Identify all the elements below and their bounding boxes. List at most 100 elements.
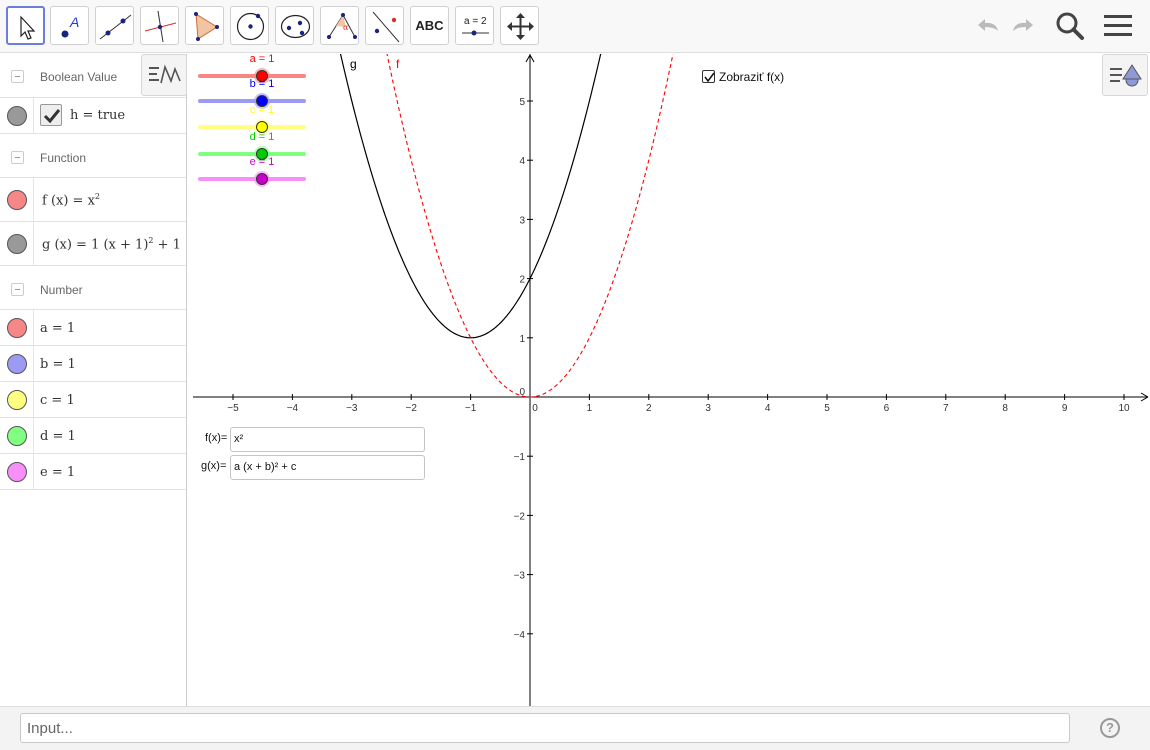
slider-label: c = 1 (250, 104, 274, 116)
group-header-boolean[interactable]: Boolean Value (0, 54, 186, 98)
algebra-style-bar-button[interactable] (141, 54, 187, 96)
point-tool[interactable]: A (50, 6, 89, 45)
g-input-box[interactable]: a (x + b)² + c (230, 455, 425, 480)
algebra-item-label: f (x) = x2 (42, 192, 101, 209)
slider-knob[interactable] (256, 148, 268, 160)
algebra-item-number[interactable]: b = 1 (0, 346, 186, 382)
checkbox-icon[interactable] (40, 104, 62, 126)
algebra-item-h[interactable]: h = true (0, 98, 186, 134)
algebra-item-label: c = 1 (40, 393, 75, 408)
svg-text:α: α (343, 23, 349, 32)
x-tick-label: 6 (884, 403, 890, 414)
slider-tool[interactable]: a = 2 (455, 6, 494, 45)
visibility-marble[interactable] (7, 390, 27, 410)
origin-label: 0 (519, 387, 525, 398)
x-tick-label: −1 (465, 403, 477, 414)
slider-d[interactable]: d = 1 (198, 131, 306, 162)
x-tick-label: −4 (287, 403, 299, 414)
help-icon[interactable]: ? (1100, 718, 1120, 738)
move-tool-icon (20, 15, 36, 40)
curve-g-label: g (350, 57, 357, 71)
y-tick-label: −2 (514, 511, 526, 522)
graphics-view[interactable]: −5 −4 −3 −2 −1 0 1 2 3 4 5 6 7 8 9 10 5 4 3 2 1 −1 −2 −3 −4 0 g f… (193, 54, 1150, 706)
slider-e[interactable]: e = 1 (198, 156, 306, 187)
move-graphics-view-tool-icon (507, 13, 534, 40)
collapse-icon[interactable] (11, 151, 24, 164)
show-f-checkbox[interactable]: Zobraziť f(x) (702, 70, 784, 84)
group-header-number[interactable]: Number (0, 266, 186, 310)
slider-c[interactable]: c = 1 (198, 104, 306, 135)
graphics-style-bar-button[interactable] (1102, 54, 1148, 96)
visibility-marble[interactable] (7, 318, 27, 338)
ellipse-tool-icon (280, 14, 311, 39)
visibility-marble[interactable] (7, 426, 27, 446)
y-tick-label: −1 (514, 452, 526, 463)
x-tick-label: 4 (765, 403, 771, 414)
slider-tool-label: a = 2 (464, 16, 487, 27)
input-field[interactable] (20, 713, 1070, 743)
y-tick-label: 4 (519, 156, 525, 167)
x-tick-label: 1 (587, 403, 593, 414)
axes: −5 −4 −3 −2 −1 0 1 2 3 4 5 6 7 8 9 10 5 4 3 2 1 −1 −2 −3 −4 0 (193, 54, 1149, 706)
marble-container (0, 382, 34, 417)
curve-g[interactable] (330, 54, 611, 339)
algebra-view: Boolean Value h = true Function f (x) = … (0, 54, 187, 706)
menu-icon[interactable] (1101, 9, 1135, 43)
curve-f[interactable] (377, 54, 683, 398)
algebra-item-label: h = true (70, 108, 126, 123)
search-icon[interactable] (1053, 9, 1087, 43)
svg-text:A: A (69, 14, 79, 30)
reflect-tool[interactable] (365, 6, 404, 45)
visibility-marble[interactable] (7, 234, 27, 254)
x-tick-label: 10 (1118, 403, 1130, 414)
x-tick-label: −2 (405, 403, 417, 414)
ellipse-tool[interactable] (275, 6, 314, 45)
f-input-box[interactable]: x² (230, 427, 425, 452)
x-tick-label: 5 (824, 403, 830, 414)
visibility-marble[interactable] (7, 190, 27, 210)
x-tick-label: 8 (1002, 403, 1008, 414)
algebra-item-f[interactable]: f (x) = x2 (0, 178, 186, 222)
slider-knob[interactable] (256, 70, 268, 82)
angle-tool-icon: α (327, 13, 357, 39)
graphics-canvas[interactable]: −5 −4 −3 −2 −1 0 1 2 3 4 5 6 7 8 9 10 5 4 3 2 1 −1 −2 −3 −4 0 g f… (193, 54, 1150, 706)
collapse-icon[interactable] (11, 70, 24, 83)
slider-knob[interactable] (256, 95, 268, 107)
algebra-item-label: b = 1 (40, 357, 76, 372)
x-tick-label: 7 (943, 403, 949, 414)
visibility-marble[interactable] (7, 106, 27, 126)
visibility-marble[interactable] (7, 354, 27, 374)
f-input-label: f(x)= (205, 432, 228, 444)
checkbox-icon[interactable] (702, 70, 715, 83)
slider-knob[interactable] (256, 173, 268, 185)
slider-b[interactable]: b = 1 (198, 78, 306, 109)
group-label: Function (40, 151, 87, 165)
circle-tool[interactable] (230, 6, 269, 45)
line-tool[interactable] (95, 6, 134, 45)
sliders: a = 1 b = 1 c = 1 d = 1 e = 1 (198, 54, 306, 187)
y-tick-label: −4 (514, 630, 526, 641)
y-tick-label: 5 (519, 97, 525, 108)
angle-tool[interactable]: α (320, 6, 359, 45)
algebra-item-number[interactable]: c = 1 (0, 382, 186, 418)
move-graphics-view-tool[interactable] (500, 6, 539, 45)
redo-icon[interactable] (1007, 9, 1041, 43)
move-tool[interactable] (6, 6, 45, 45)
slider-label: a = 1 (250, 54, 275, 65)
group-header-function[interactable]: Function (0, 134, 186, 178)
polygon-tool[interactable] (185, 6, 224, 45)
y-tick-label: −3 (514, 571, 526, 582)
slider-a[interactable]: a = 1 (198, 54, 306, 84)
algebra-item-number[interactable]: d = 1 (0, 418, 186, 454)
algebra-item-number[interactable]: a = 1 (0, 310, 186, 346)
perpendicular-line-tool[interactable] (140, 6, 179, 45)
collapse-icon[interactable] (11, 283, 24, 296)
visibility-marble[interactable] (7, 462, 27, 482)
text-tool[interactable]: ABC (410, 6, 449, 45)
sort-graph-icon (149, 64, 181, 84)
undo-icon[interactable] (970, 9, 1004, 43)
slider-knob[interactable] (256, 121, 268, 133)
algebra-item-g[interactable]: g (x) = 1 (x + 1)2 + 1 (0, 222, 186, 266)
marble-container (0, 98, 34, 133)
algebra-item-number[interactable]: e = 1 (0, 454, 186, 490)
